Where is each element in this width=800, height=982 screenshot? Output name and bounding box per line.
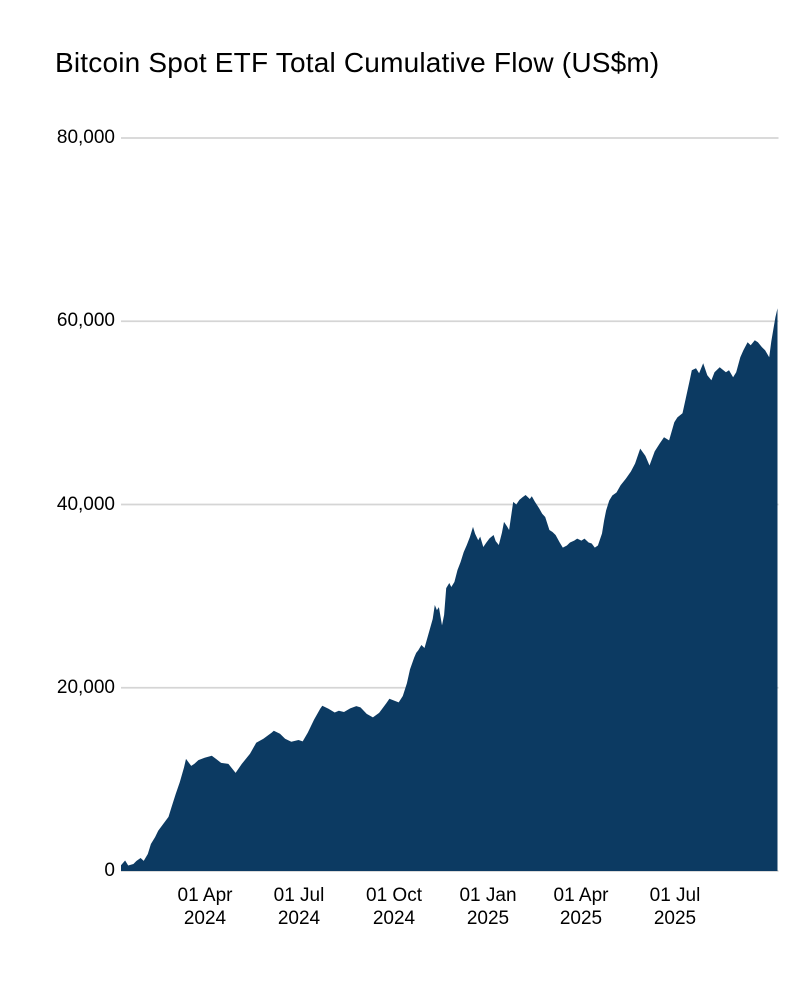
x-tick-label: 01 Apr 2024 [135, 884, 275, 930]
x-tick-label-year: 2024 [183, 908, 227, 929]
x-tick-label-year: 2024 [277, 908, 321, 929]
x-tick-label-month: 01 Jul [273, 885, 325, 906]
area-series [121, 308, 778, 871]
x-tick-label-year: 2025 [559, 908, 603, 929]
x-tick-label-month: 01 Jan [459, 885, 517, 906]
y-tick-label: 40,000 [56, 494, 115, 515]
x-tick-label-year: 2025 [653, 908, 697, 929]
y-tick-label: 80,000 [56, 127, 115, 148]
x-tick-label-year: 2024 [372, 908, 416, 929]
x-tick-label-month: 01 Apr [177, 885, 233, 906]
y-tick-label: 60,000 [56, 310, 115, 331]
x-tick-label: 01 Jul 2024 [229, 884, 369, 930]
x-tick-label: 01 Jul 2025 [605, 884, 745, 930]
x-tick-label-month: 01 Oct [366, 885, 422, 906]
y-tick-label: 0 [104, 860, 115, 881]
chart-title: Bitcoin Spot ETF Total Cumulative Flow (… [55, 47, 660, 78]
x-tick-label-month: 01 Apr [553, 885, 609, 906]
y-tick-label: 20,000 [56, 677, 115, 698]
x-tick-label: 01 Oct 2024 [324, 884, 464, 930]
x-tick-label: 01 Jan 2025 [418, 884, 558, 930]
x-tick-label-year: 2025 [466, 908, 510, 929]
x-tick-label: 01 Apr 2025 [511, 884, 651, 930]
x-tick-label-month: 01 Jul [649, 885, 701, 906]
